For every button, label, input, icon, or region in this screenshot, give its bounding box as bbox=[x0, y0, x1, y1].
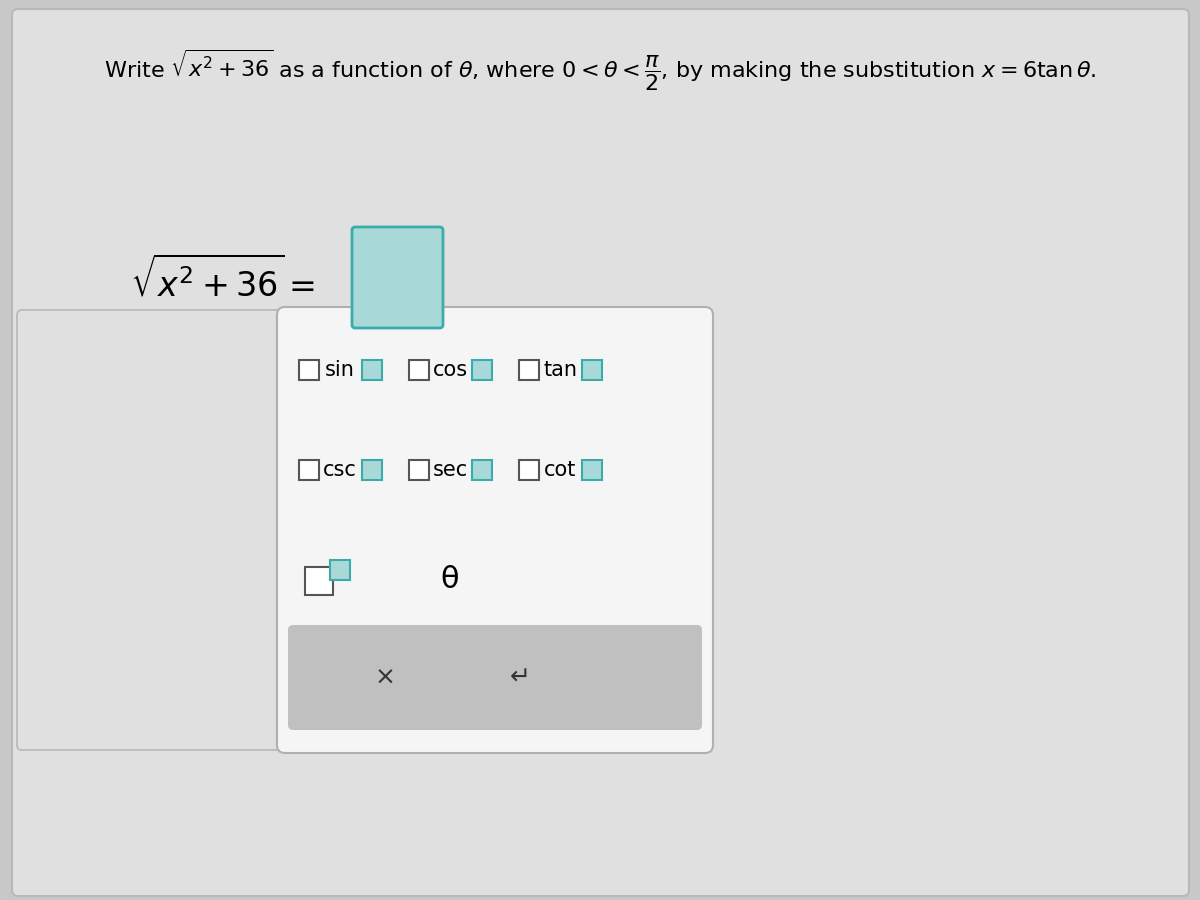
Bar bbox=[299, 460, 318, 480]
Text: csc: csc bbox=[323, 460, 356, 480]
FancyBboxPatch shape bbox=[12, 9, 1189, 896]
Bar bbox=[518, 360, 539, 380]
Text: $\sqrt{x^2+36}=$: $\sqrt{x^2+36}=$ bbox=[130, 256, 316, 304]
Bar bbox=[472, 360, 492, 380]
Bar bbox=[408, 360, 428, 380]
Text: θ: θ bbox=[440, 565, 460, 595]
Text: Write $\sqrt{x^2+36}$ as a function of $\theta$, where $0<\theta<\dfrac{\pi}{2}$: Write $\sqrt{x^2+36}$ as a function of $… bbox=[103, 47, 1097, 93]
Bar bbox=[299, 360, 318, 380]
Text: sec: sec bbox=[432, 460, 468, 480]
Bar bbox=[361, 460, 382, 480]
Bar bbox=[518, 460, 539, 480]
Bar bbox=[472, 460, 492, 480]
Text: tan: tan bbox=[542, 360, 577, 380]
Text: ↵: ↵ bbox=[510, 666, 530, 690]
Text: ×: × bbox=[374, 666, 396, 690]
Bar bbox=[305, 567, 334, 595]
Bar bbox=[582, 360, 601, 380]
Bar bbox=[582, 460, 601, 480]
Text: cos: cos bbox=[432, 360, 468, 380]
FancyBboxPatch shape bbox=[288, 625, 702, 730]
FancyBboxPatch shape bbox=[17, 310, 607, 750]
Bar bbox=[408, 460, 428, 480]
Bar bbox=[330, 560, 350, 580]
FancyBboxPatch shape bbox=[277, 307, 713, 753]
Text: cot: cot bbox=[544, 460, 576, 480]
FancyBboxPatch shape bbox=[352, 227, 443, 328]
Bar bbox=[361, 360, 382, 380]
Text: sin: sin bbox=[325, 360, 355, 380]
